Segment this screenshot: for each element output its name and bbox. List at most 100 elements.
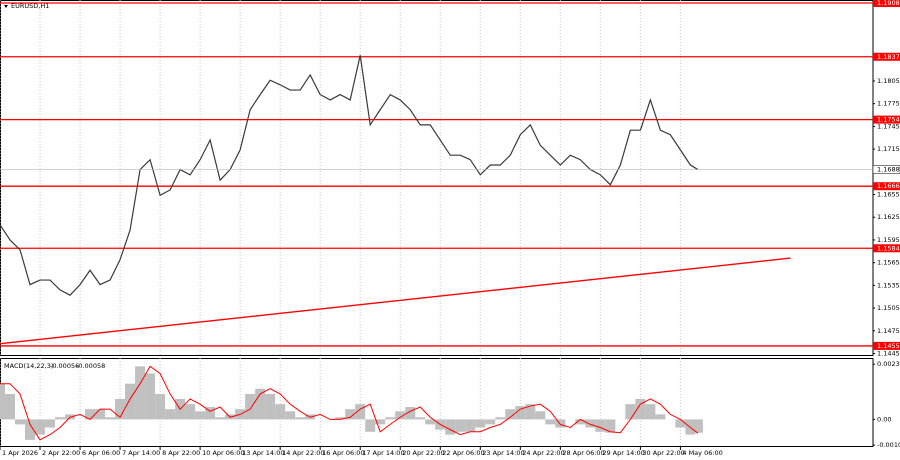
x-tick-label: 23 Apr 14:00 (482, 449, 524, 457)
macd-bar (585, 419, 596, 428)
level-label-box (873, 115, 900, 124)
macd-bar (475, 419, 486, 428)
macd-bar (375, 419, 386, 425)
y-tick-label: 1.1475 (877, 327, 900, 335)
macd-bar (285, 411, 296, 420)
x-tick-label: 8 Apr 22:00 (162, 449, 200, 457)
macd-bar (165, 409, 176, 420)
level-label-box (873, 0, 900, 8)
macd-bar (655, 414, 666, 420)
y-tick-label: 0.00 (877, 415, 891, 423)
macd-bar (125, 383, 136, 420)
x-tick-label: 16 Apr 06:00 (322, 449, 364, 457)
macd-bar (595, 419, 606, 432)
x-tick-label: 22 Apr 06:00 (442, 449, 484, 457)
macd-bar (255, 388, 266, 420)
x-tick-label: 29 Apr 14:00 (602, 449, 644, 457)
macd-bar (155, 393, 166, 420)
x-tick-label: 14 Apr 22:00 (282, 449, 324, 457)
macd-bar (25, 419, 36, 440)
macd-bar (5, 393, 16, 420)
signal-value: -0.00058 (76, 362, 105, 370)
macd-bar (415, 417, 426, 420)
macd-bar (365, 419, 376, 432)
macd-bar (525, 404, 536, 420)
macd-bar (345, 409, 356, 420)
macd-bar (505, 409, 516, 420)
macd-bar (145, 373, 156, 420)
x-tick-label: 24 Apr 22:00 (522, 449, 564, 457)
macd-bar (545, 419, 556, 425)
macd-bar (645, 404, 656, 420)
y-tick-label: 1.1445 (877, 349, 900, 357)
y-tick-label: 1.1715 (877, 145, 900, 153)
y-tick-label: 1.1595 (877, 236, 900, 244)
macd-bar (465, 419, 476, 432)
current-price-box (872, 165, 900, 174)
macd-bar (555, 419, 566, 428)
macd-bar (445, 419, 456, 435)
macd-bar (385, 417, 396, 420)
macd-bar (295, 417, 306, 420)
macd-bar (35, 419, 46, 435)
macd-bar (405, 407, 416, 420)
level-label: 1.1837 (877, 53, 900, 61)
macd-bar (535, 411, 546, 420)
x-tick-label: 10 Apr 06:00 (202, 449, 244, 457)
y-tick-label: 1.1535 (877, 281, 900, 289)
macd-bar (45, 419, 56, 428)
level-label: 1.1908 (877, 0, 900, 7)
level-label: 1.1666 (877, 182, 900, 190)
x-tick-label: 13 Apr 14:00 (242, 449, 284, 457)
macd-bar (185, 404, 196, 420)
macd-bar (335, 417, 346, 420)
macd-bar (215, 417, 226, 420)
x-tick-label: 2 Apr 22:00 (42, 449, 80, 457)
level-label-box (873, 52, 900, 61)
macd-bar (515, 406, 526, 420)
level-label-box (873, 244, 900, 253)
y-tick-label: 0.00232 (877, 360, 900, 368)
x-tick-label: 17 Apr 14:00 (362, 449, 404, 457)
x-tick-label: 1 Apr 2026 (2, 449, 38, 457)
x-tick-label: 4 May 06:00 (682, 449, 722, 457)
macd-bar (605, 419, 616, 433)
macd-bar (135, 366, 146, 420)
y-tick-label: 1.1505 (877, 304, 900, 312)
macd-bar (455, 419, 466, 432)
x-tick-label: 28 Apr 06:00 (562, 449, 604, 457)
x-tick-label: 30 Apr 22:00 (642, 449, 684, 457)
macd-bar (0, 383, 5, 420)
level-label-box (873, 341, 900, 350)
macd-bar (15, 419, 26, 425)
macd-bar (275, 404, 286, 420)
macd-bar (195, 411, 206, 420)
level-label: 1.1754 (877, 116, 900, 124)
price-line (0, 55, 699, 296)
y-tick-label: -0.00108 (877, 441, 900, 449)
macd-title: MACD(14,22,3) (4, 362, 53, 370)
macd-bar (85, 409, 96, 420)
y-tick-label: 1.1625 (877, 213, 900, 221)
trend-line (0, 257, 791, 345)
y-tick-label: 1.1775 (877, 100, 900, 108)
y-tick-label: 1.1655 (877, 191, 900, 199)
y-tick-label: 1.1805 (877, 77, 900, 85)
x-tick-label: 7 Apr 14:00 (122, 449, 160, 457)
macd-bar (245, 393, 256, 420)
macd-bar (575, 419, 586, 425)
macd-bar (635, 398, 646, 420)
level-label: 1.1584 (877, 244, 900, 252)
macd-bar (265, 393, 276, 420)
price-pane-frame (0, 0, 874, 356)
level-label-box (873, 182, 900, 191)
macd-bar (105, 417, 116, 420)
macd-bar (95, 409, 106, 420)
signal-line (0, 365, 699, 441)
symbol-arrow (4, 5, 8, 8)
level-label: 1.1455 (877, 342, 900, 350)
symbol-title: EURUSD,H1 (11, 2, 49, 10)
y-tick-label: 1.1745 (877, 122, 900, 130)
y-tick-label: 1.1565 (877, 259, 900, 267)
